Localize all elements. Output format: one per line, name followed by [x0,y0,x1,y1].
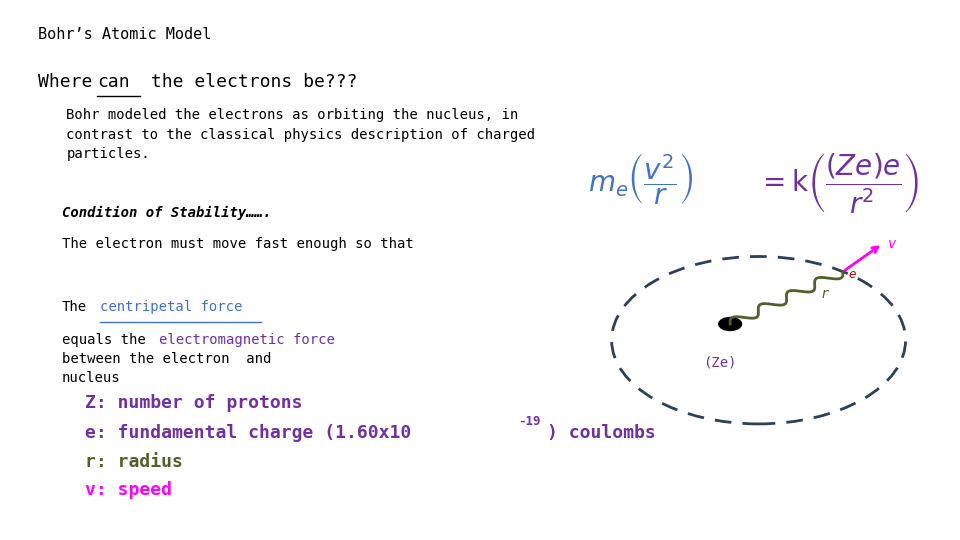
Text: Condition of Stability…….: Condition of Stability……. [61,206,271,220]
Text: nucleus: nucleus [61,371,120,385]
Text: the electrons be???: the electrons be??? [140,73,358,91]
Circle shape [719,318,741,330]
Text: r: r [821,287,828,301]
Text: e: fundamental charge (1.60x10: e: fundamental charge (1.60x10 [85,424,412,442]
Text: between the electron  and: between the electron and [61,352,271,366]
Text: (Ze): (Ze) [704,355,737,369]
Text: r: radius: r: radius [85,453,183,470]
Text: can: can [97,73,130,91]
Text: electromagnetic force: electromagnetic force [159,333,335,347]
Text: -19: -19 [518,415,540,428]
Text: $m_e\left(\dfrac{v^2}{r}\right)$: $m_e\left(\dfrac{v^2}{r}\right)$ [588,151,693,206]
Text: equals the: equals the [61,333,154,347]
Text: Bohr modeled the electrons as orbiting the nucleus, in
contrast to the classical: Bohr modeled the electrons as orbiting t… [66,108,536,161]
Text: $= \mathrm{k}\left(\dfrac{(Ze)e}{r^2}\right)$: $= \mathrm{k}\left(\dfrac{(Ze)e}{r^2}\ri… [756,151,919,216]
Text: The electron must move fast enough so that: The electron must move fast enough so th… [61,237,414,251]
Text: The: The [61,300,86,314]
Text: ) coulombs: ) coulombs [547,424,656,442]
Text: e: e [849,268,856,281]
Text: centripetal force: centripetal force [100,300,242,314]
Text: Z: number of protons: Z: number of protons [85,394,302,412]
Text: v: speed: v: speed [85,481,173,498]
Text: v: v [887,237,896,251]
Text: Where: Where [38,73,103,91]
Text: Bohr’s Atomic Model: Bohr’s Atomic Model [38,27,211,42]
